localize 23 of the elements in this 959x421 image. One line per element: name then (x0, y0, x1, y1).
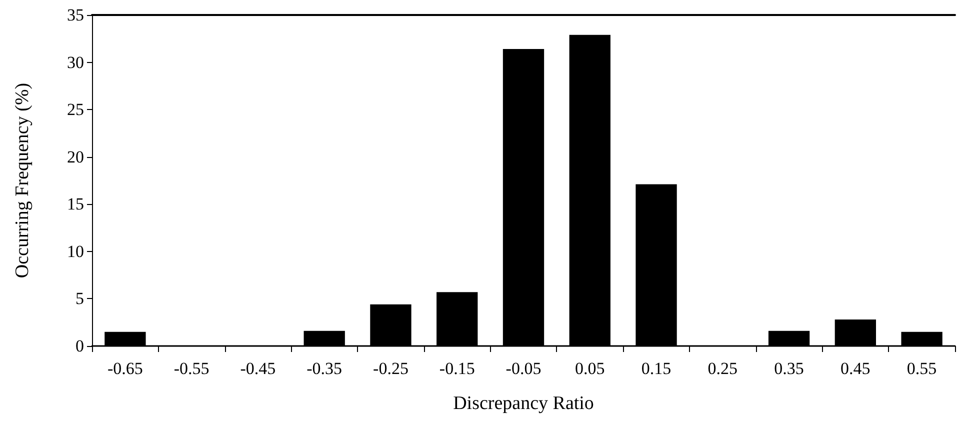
x-tick-label: 0.25 (708, 359, 738, 378)
x-tick-label: 0.45 (840, 359, 870, 378)
y-tick-label: 15 (67, 194, 84, 214)
y-axis-title: Occurring Frequency (%) (12, 82, 33, 278)
x-tick-label: -0.45 (240, 359, 276, 378)
x-tick-label: 0.15 (641, 359, 672, 378)
y-tick-label: 30 (67, 52, 84, 72)
x-tick-label: -0.65 (107, 359, 143, 378)
y-tick-label: 20 (67, 147, 84, 166)
x-axis-title: Discrepancy Ratio (453, 393, 594, 414)
y-tick-label: 5 (76, 289, 84, 308)
x-tick-label: -0.35 (306, 359, 342, 378)
x-tick-label: -0.55 (174, 359, 210, 378)
y-tick-label: 35 (67, 6, 84, 24)
y-tick-label: 0 (76, 336, 84, 356)
y-tick-label: 10 (67, 242, 84, 261)
x-tick-label: 0.35 (774, 359, 804, 378)
x-tick-label: -0.15 (439, 359, 475, 378)
y-tick-label: 25 (67, 100, 84, 120)
x-tick-label: 0.05 (575, 359, 605, 378)
x-tick-label: -0.25 (373, 359, 408, 378)
x-tick-label: 0.55 (906, 359, 937, 378)
x-tick-label: -0.05 (506, 359, 542, 378)
